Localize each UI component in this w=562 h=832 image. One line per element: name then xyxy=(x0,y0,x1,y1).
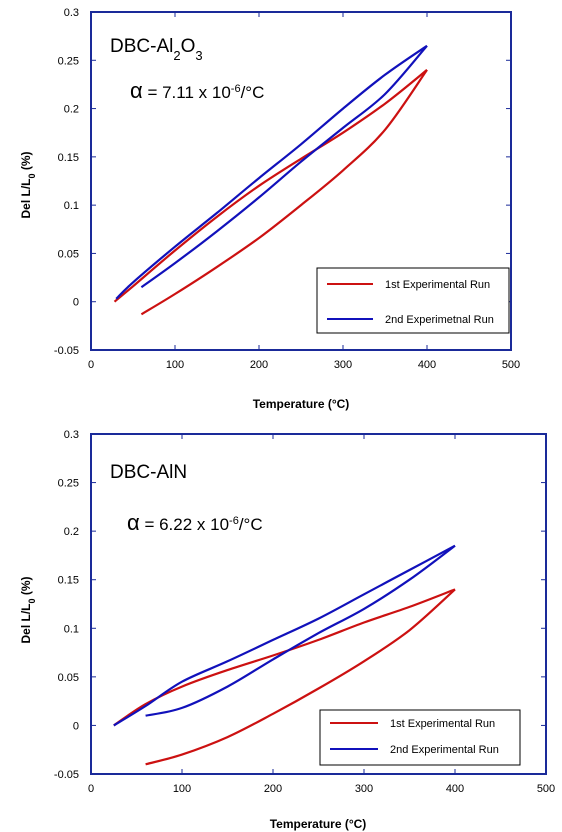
y-tick-label: 0.1 xyxy=(64,200,79,212)
y-tick-label: 0.15 xyxy=(58,575,79,587)
series-2-segment-1-line xyxy=(140,45,428,289)
x-tick-label: 0 xyxy=(88,783,94,795)
x-tick-label: 200 xyxy=(250,359,268,371)
y-tick-label: 0.15 xyxy=(58,152,79,164)
x-tick-label: 500 xyxy=(537,783,555,795)
legend-box xyxy=(316,267,510,334)
chart-title: DBC-Al2O3 xyxy=(110,36,203,63)
y-tick-label: 0.05 xyxy=(58,672,79,684)
legend: 1st Experimental Run 2nd Experimetnal Ru… xyxy=(316,267,510,334)
plot-frame xyxy=(90,11,512,351)
series-1-segment-1-line xyxy=(145,588,456,766)
series-2-segment-2-line xyxy=(115,44,428,300)
legend: 1st Experimental Run 2nd Experimental Ru… xyxy=(319,709,521,766)
y-tick-label: 0.3 xyxy=(64,429,79,441)
series-1-segment-2-line xyxy=(113,588,456,727)
legend-label-2nd-run: 2nd Experimetnal Run xyxy=(385,314,494,326)
x-tick-label: 200 xyxy=(264,783,282,795)
x-axis-label: Temperature (°C) xyxy=(253,397,350,411)
series-1-segment-2-line xyxy=(113,69,428,303)
y-tick-label: 0.3 xyxy=(64,7,79,19)
x-tick-label: 500 xyxy=(502,359,520,371)
y-tick-label: -0.05 xyxy=(54,345,79,357)
y-tick-label: 0.2 xyxy=(64,104,79,116)
tick-marks xyxy=(90,11,512,351)
series-2-segment-1-line xyxy=(145,544,456,717)
y-tick-labels: -0.05 0 0.05 0.1 0.15 0.2 0.25 0.3 xyxy=(54,7,79,357)
y-tick-label: 0.1 xyxy=(64,623,79,635)
legend-label-2nd-run: 2nd Experimental Run xyxy=(390,744,499,756)
x-tick-label: 0 xyxy=(88,359,94,371)
tick-marks xyxy=(90,433,547,775)
x-tick-label: 400 xyxy=(418,359,436,371)
y-tick-label: 0.25 xyxy=(58,478,79,490)
x-tick-label: 100 xyxy=(173,783,191,795)
x-tick-label: 300 xyxy=(355,783,373,795)
y-tick-label: 0.2 xyxy=(64,526,79,538)
x-tick-labels: 0 100 200 300 400 500 xyxy=(88,783,555,795)
data-lines xyxy=(113,544,456,766)
x-tick-label: 300 xyxy=(334,359,352,371)
cte-annotation: α = 7.11 x 10-6/°C xyxy=(130,78,264,103)
data-lines xyxy=(113,44,428,316)
series-1-segment-1-line xyxy=(140,69,428,316)
y-tick-label: 0.25 xyxy=(58,55,79,67)
y-tick-labels: -0.05 0 0.05 0.1 0.15 0.2 0.25 0.3 xyxy=(54,429,79,781)
x-axis-label: Temperature (°C) xyxy=(270,817,367,831)
cte-annotation: α = 6.22 x 10-6/°C xyxy=(127,510,263,535)
chart-panel-al2o3: 0 100 200 300 400 500 -0.05 0 0.05 0.1 0.15 0.2 0.2… xyxy=(19,7,520,411)
y-axis-label: Del L/L0 (%) xyxy=(19,151,37,218)
x-tick-labels: 0 100 200 300 400 500 xyxy=(88,359,520,371)
legend-box xyxy=(319,709,521,766)
chart-panel-aln: 0 100 200 300 400 500 -0.05 0 0.05 0.1 0.15 0.2 0.2… xyxy=(19,429,555,831)
y-tick-label: 0.05 xyxy=(58,248,79,260)
y-axis-label: Del L/L0 (%) xyxy=(19,576,37,643)
legend-label-1st-run: 1st Experimental Run xyxy=(385,279,490,291)
y-tick-label: 0 xyxy=(73,297,79,309)
y-tick-label: 0 xyxy=(73,720,79,732)
y-tick-label: -0.05 xyxy=(54,769,79,781)
series-2-segment-2-line xyxy=(113,544,456,727)
plot-frame xyxy=(90,433,547,775)
x-tick-label: 400 xyxy=(446,783,464,795)
chart-title: DBC-AlN xyxy=(110,462,187,483)
legend-label-1st-run: 1st Experimental Run xyxy=(390,718,495,730)
x-tick-label: 100 xyxy=(166,359,184,371)
